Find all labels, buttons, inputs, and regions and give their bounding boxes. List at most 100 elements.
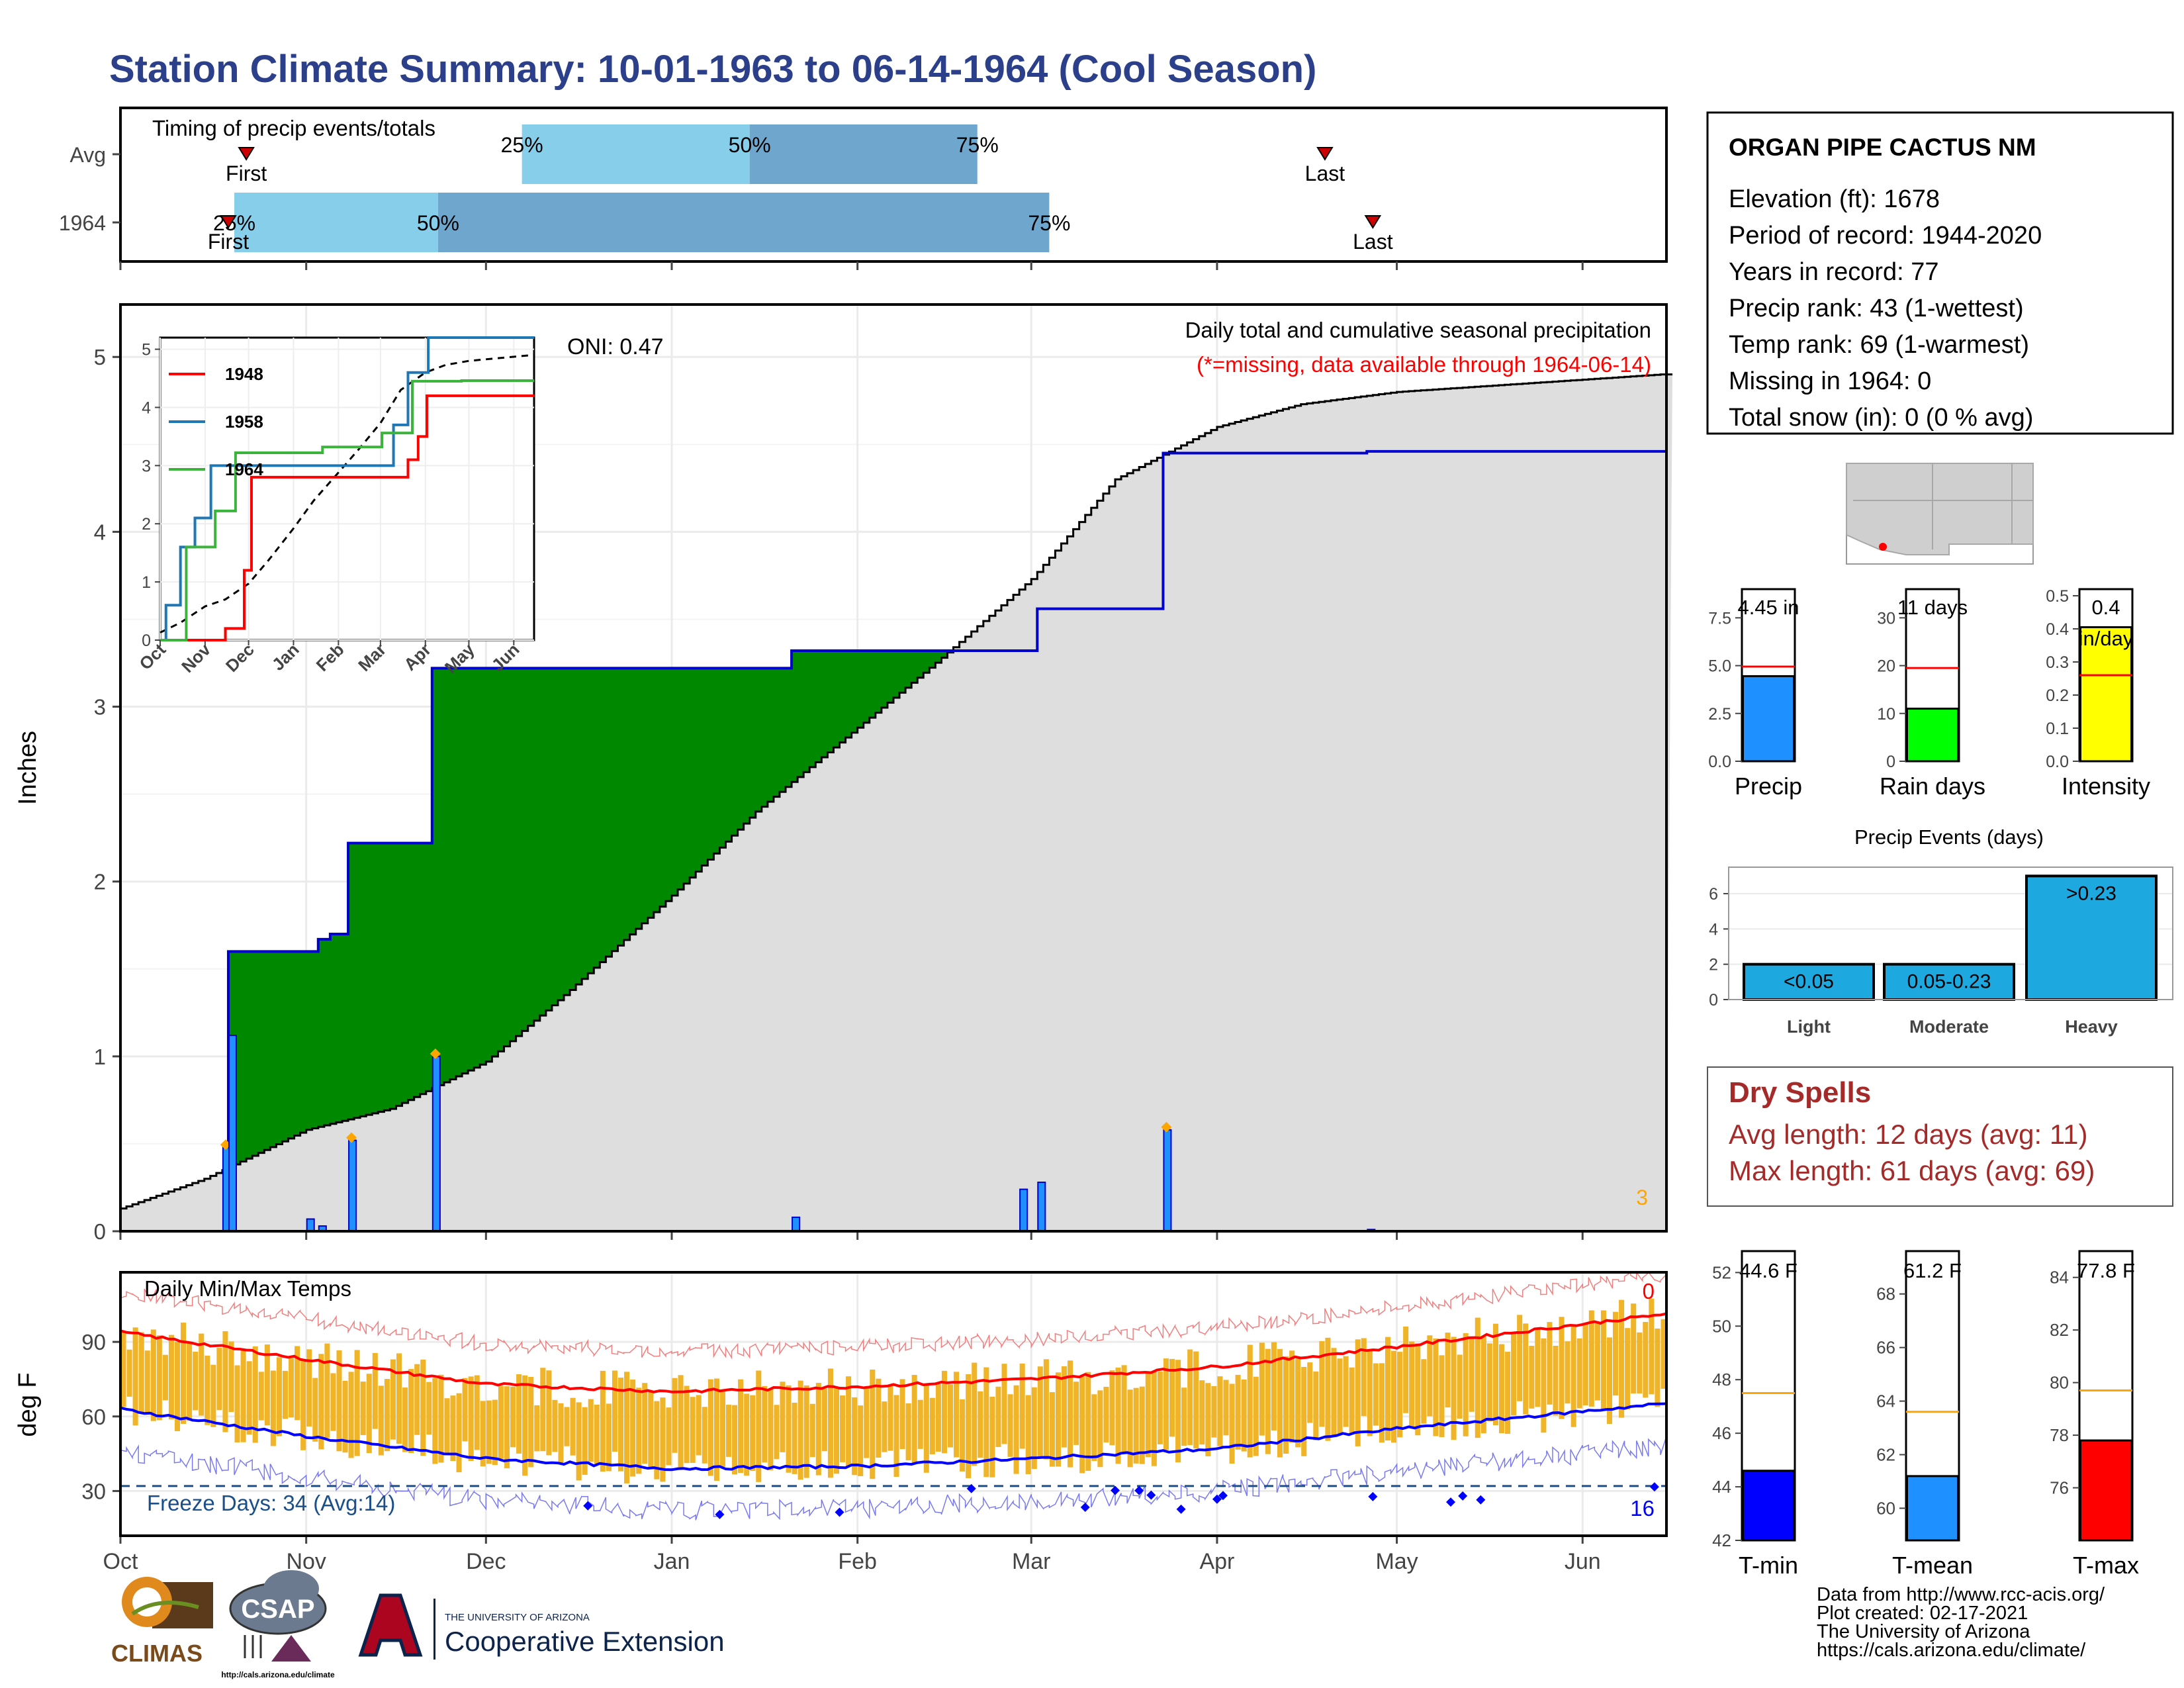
daily-temp-bar xyxy=(821,1388,827,1452)
average-cumulative-line xyxy=(120,373,1673,1210)
inset-ytick-label: 1 xyxy=(142,573,151,592)
surplus-area xyxy=(773,668,780,797)
freeze-day-marker xyxy=(1476,1495,1486,1505)
daily-temp-bar xyxy=(1559,1317,1565,1419)
daily-temp-bar xyxy=(672,1378,678,1453)
station-line: Missing in 1964: 0 xyxy=(1729,367,1931,395)
surplus-area xyxy=(449,668,457,1080)
daily-precip-marker xyxy=(346,1132,357,1143)
daily-temp-bar xyxy=(432,1378,438,1464)
daily-temp-bar xyxy=(205,1355,210,1425)
daily-temp-bar xyxy=(420,1359,426,1456)
surplus-area xyxy=(725,668,733,842)
surplus-area xyxy=(510,668,517,1041)
dry-spells-avg: Avg length: 12 days (avg: 11) xyxy=(1729,1119,2087,1150)
surplus-area xyxy=(815,651,822,763)
daily-temp-bar xyxy=(654,1401,660,1479)
daily-precip-bar xyxy=(306,1218,315,1232)
freeze-day-marker xyxy=(1649,1482,1659,1492)
daily-precip-marker xyxy=(1161,1121,1172,1133)
timing-marker-label: Last xyxy=(1353,230,1393,254)
daily-temp-bar xyxy=(954,1372,960,1458)
daily-temp-bar xyxy=(1062,1366,1068,1448)
daily-temp-bar xyxy=(606,1403,612,1472)
daily-temp-bar xyxy=(1637,1332,1643,1394)
daily-temp-bar xyxy=(582,1407,588,1476)
month-label: Nov xyxy=(286,1549,326,1574)
cold-days-count: 16 xyxy=(1630,1496,1655,1521)
daily-temp-bar xyxy=(1505,1351,1511,1434)
freeze-day-marker xyxy=(1218,1491,1228,1501)
surplus-area xyxy=(779,668,786,792)
daily-precip-bar xyxy=(1037,1182,1046,1232)
daily-temp-bar xyxy=(887,1384,893,1451)
daily-temp-bar xyxy=(1445,1333,1451,1408)
csap-logo: CSAP http://cals.arizona.edu/climate xyxy=(221,1570,335,1679)
surplus-area xyxy=(318,939,325,1127)
main-ytick-label: 4 xyxy=(94,520,106,544)
daily-temp-bar xyxy=(150,1329,156,1421)
daily-temp-bar xyxy=(792,1402,797,1474)
daily-temp-bar xyxy=(540,1368,546,1452)
daily-temp-bar xyxy=(1492,1323,1498,1425)
record-high-line xyxy=(120,1270,1667,1360)
surplus-area xyxy=(246,951,253,1159)
daily-temp-bar xyxy=(144,1350,150,1415)
daily-temp-bar xyxy=(1223,1380,1229,1436)
daily-temp-bar xyxy=(1193,1351,1199,1449)
timing-marker-label: First xyxy=(208,230,249,254)
daily-temp-bar xyxy=(1511,1333,1517,1416)
daily-temp-bar xyxy=(264,1344,270,1426)
daily-temp-bar xyxy=(1313,1371,1319,1440)
inset-ytick-label: 4 xyxy=(142,399,151,417)
timing-marker-label: First xyxy=(226,162,267,185)
surplus-area xyxy=(797,651,804,777)
daily-temp-bar xyxy=(1433,1338,1439,1436)
surplus-area xyxy=(767,668,774,802)
timing-title: Timing of precip events/totals xyxy=(152,116,435,140)
daily-temp-bar xyxy=(270,1370,276,1446)
daily-temp-bar xyxy=(774,1405,780,1460)
daily-temp-bar xyxy=(480,1401,486,1467)
surplus-area xyxy=(678,668,684,890)
surplus-area xyxy=(857,651,864,728)
daily-temp-bar xyxy=(1625,1328,1631,1409)
station-location-marker xyxy=(1879,543,1887,551)
daily-temp-bar xyxy=(396,1353,402,1444)
daily-temp-bar xyxy=(1600,1310,1606,1411)
timing-pct-label: 25% xyxy=(501,133,543,157)
footer-line: The University of Arizona xyxy=(1817,1621,2030,1642)
events-bar-heavy xyxy=(2025,874,2158,1002)
daily-temp-bar xyxy=(696,1395,702,1456)
dry-spells-frame xyxy=(1707,1066,2173,1207)
daily-temp-bar xyxy=(1439,1355,1445,1437)
daily-temp-bar xyxy=(199,1333,205,1416)
daily-temp-bar xyxy=(786,1385,792,1473)
mini-bar-tick-label: 0.3 xyxy=(2046,653,2069,672)
surplus-area xyxy=(749,668,756,818)
daily-temp-bar xyxy=(295,1346,300,1421)
surplus-area xyxy=(378,843,385,1112)
surplus-area xyxy=(845,651,852,738)
daily-temp-bar xyxy=(917,1399,923,1449)
daily-temp-bar xyxy=(833,1388,840,1474)
temp-bar-label: T-min xyxy=(1739,1552,1798,1579)
mini-bar-label: Intensity xyxy=(2062,773,2150,800)
daily-temp-bar xyxy=(978,1391,983,1458)
daily-temp-bar xyxy=(1427,1335,1433,1417)
daily-temp-bar xyxy=(181,1323,187,1425)
surplus-area xyxy=(480,668,486,1065)
daily-temp-bar xyxy=(624,1372,630,1483)
ua-logo-big: Cooperative Extension xyxy=(445,1626,725,1657)
surplus-area xyxy=(629,668,637,935)
surplus-area xyxy=(731,668,739,836)
inset-legend-label: 1958 xyxy=(225,412,263,432)
mini-bar-tick-label: 2.5 xyxy=(1708,705,1731,724)
daily-temp-bar xyxy=(870,1369,876,1479)
daily-temp-bar xyxy=(444,1398,450,1454)
surplus-area xyxy=(306,951,313,1130)
surplus-area xyxy=(396,843,403,1106)
surplus-area xyxy=(893,651,900,698)
daily-temp-bar xyxy=(1277,1348,1283,1458)
